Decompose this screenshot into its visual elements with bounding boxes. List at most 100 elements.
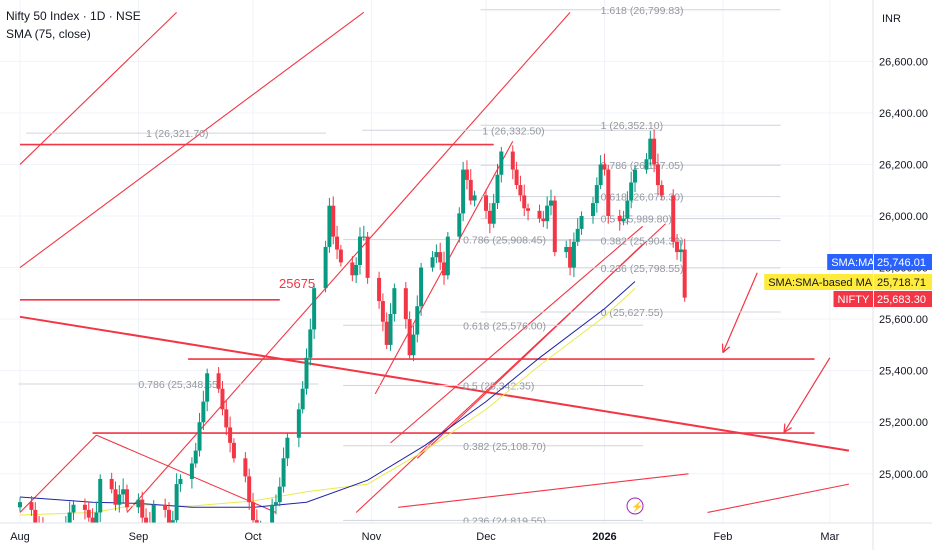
moving-averages (19, 281, 636, 516)
candle-body (403, 288, 408, 320)
candle-body (442, 262, 447, 276)
candle-body (484, 195, 489, 211)
arrow-head (722, 346, 731, 354)
candle-body (568, 246, 573, 268)
price-tags: SMA:MA 25,746.01 SMA:SMA-based MA 25,718.71… (764, 254, 932, 307)
candle-body (254, 520, 259, 523)
candle-body (170, 520, 175, 523)
price-tag-label: NIFTY (838, 294, 870, 306)
price-tick-label: 25,600.00 (879, 314, 928, 326)
candle-body (461, 169, 466, 214)
candle-body (117, 494, 122, 505)
candle-body (121, 489, 126, 495)
candle-body (495, 174, 500, 204)
candle-body (151, 504, 156, 523)
candle-body (594, 185, 599, 204)
candle-body (327, 205, 332, 247)
fib-label: 0.382 (25,904.30) (601, 236, 684, 248)
candle-body (575, 228, 580, 242)
candle-body (86, 509, 91, 518)
price-tick-label: 26,600.00 (879, 56, 928, 68)
candle-body (205, 373, 210, 402)
trend-line (707, 483, 850, 514)
symbol-title[interactable]: Nifty 50 Index · 1D · NSE (6, 9, 141, 23)
trend-line (19, 11, 365, 269)
candle-body (296, 409, 301, 438)
candle-body (415, 306, 420, 335)
trend-line (19, 434, 97, 513)
fib-label: 0.786 (26,197.05) (601, 160, 684, 172)
candle-body (675, 241, 680, 253)
candle-body (193, 450, 198, 464)
price-tick-label: 26,000.00 (879, 211, 928, 223)
sma-based-ma-line (19, 288, 636, 516)
candle-body (377, 277, 382, 302)
price-tag-value: 25,718.71 (877, 277, 926, 289)
candle-body (411, 334, 416, 356)
candle-body (457, 213, 462, 237)
fib-label: 0 (25,627.55) (601, 307, 663, 319)
fib-label: 0.786 (25,348.55) (138, 379, 221, 391)
candle-body (629, 182, 634, 201)
candle-body (617, 216, 622, 222)
candle-body (552, 200, 557, 253)
candle-body (281, 458, 286, 487)
arrow-line (722, 272, 758, 353)
candle-body (18, 502, 22, 508)
candle-body (45, 533, 49, 550)
candle-body (304, 357, 309, 389)
fib-label: 1 (26,352.10) (601, 120, 663, 132)
indicator-title[interactable]: SMA (75, close) (6, 27, 91, 41)
candle-body (231, 442, 236, 459)
time-axis[interactable]: Aug Sep Oct Nov Dec 2026 Feb Mar (0, 522, 932, 543)
fib-label: 1 (26,332.50) (482, 125, 544, 137)
candle-body (644, 159, 649, 170)
time-tick-label: Mar (820, 531, 839, 543)
price-tick-label: 25,000.00 (879, 469, 928, 481)
time-tick-label: Sep (129, 531, 149, 543)
candle-body (678, 249, 683, 253)
candle-body (537, 210, 542, 219)
chart-legend: Nifty 50 Index · 1D · NSE SMA (75, close… (6, 7, 141, 43)
price-tick-label: 25,400.00 (879, 366, 928, 378)
fib-label: 0.618 (26,075.30) (601, 192, 684, 204)
fib-label: 0.236 (24,819.55) (463, 515, 546, 527)
trend-line (96, 434, 277, 513)
candle-body (335, 236, 340, 250)
chart-grid (0, 0, 873, 523)
price-tag-label-box (827, 254, 873, 270)
candle-body (419, 267, 424, 307)
price-tag-value: 25,683.30 (877, 294, 926, 306)
price-tag-value-box (874, 254, 932, 270)
fib-label: 0.618 (25,576.00) (463, 320, 546, 332)
candle-body (392, 288, 397, 314)
candle-body (682, 249, 687, 298)
candle-body (94, 512, 99, 523)
candle-body (98, 478, 103, 513)
candle-body (491, 203, 496, 224)
candle-body (228, 427, 233, 443)
time-tick-label: Oct (244, 531, 261, 543)
candle-body (29, 502, 34, 510)
currency-label: INR (882, 13, 901, 25)
candle-body (430, 257, 435, 268)
candles (18, 129, 687, 550)
price-tag-label-box (764, 274, 873, 290)
candle-body (82, 504, 87, 510)
candle-body (71, 504, 76, 513)
candle-body (220, 388, 225, 410)
event-marker (626, 497, 644, 515)
time-tick-label: 2026 (592, 531, 616, 543)
candle-body (407, 319, 412, 356)
fib-label: 0.786 (25,908.45) (463, 235, 546, 247)
candle-body (113, 489, 118, 505)
candle-body (564, 246, 569, 253)
time-tick-label: Dec (476, 531, 496, 543)
time-tick-label: Nov (362, 531, 382, 543)
candle-body (510, 151, 515, 170)
candle-body (312, 288, 317, 330)
candle-body (464, 169, 469, 180)
trend-line (398, 473, 689, 508)
candle-body (243, 458, 248, 477)
